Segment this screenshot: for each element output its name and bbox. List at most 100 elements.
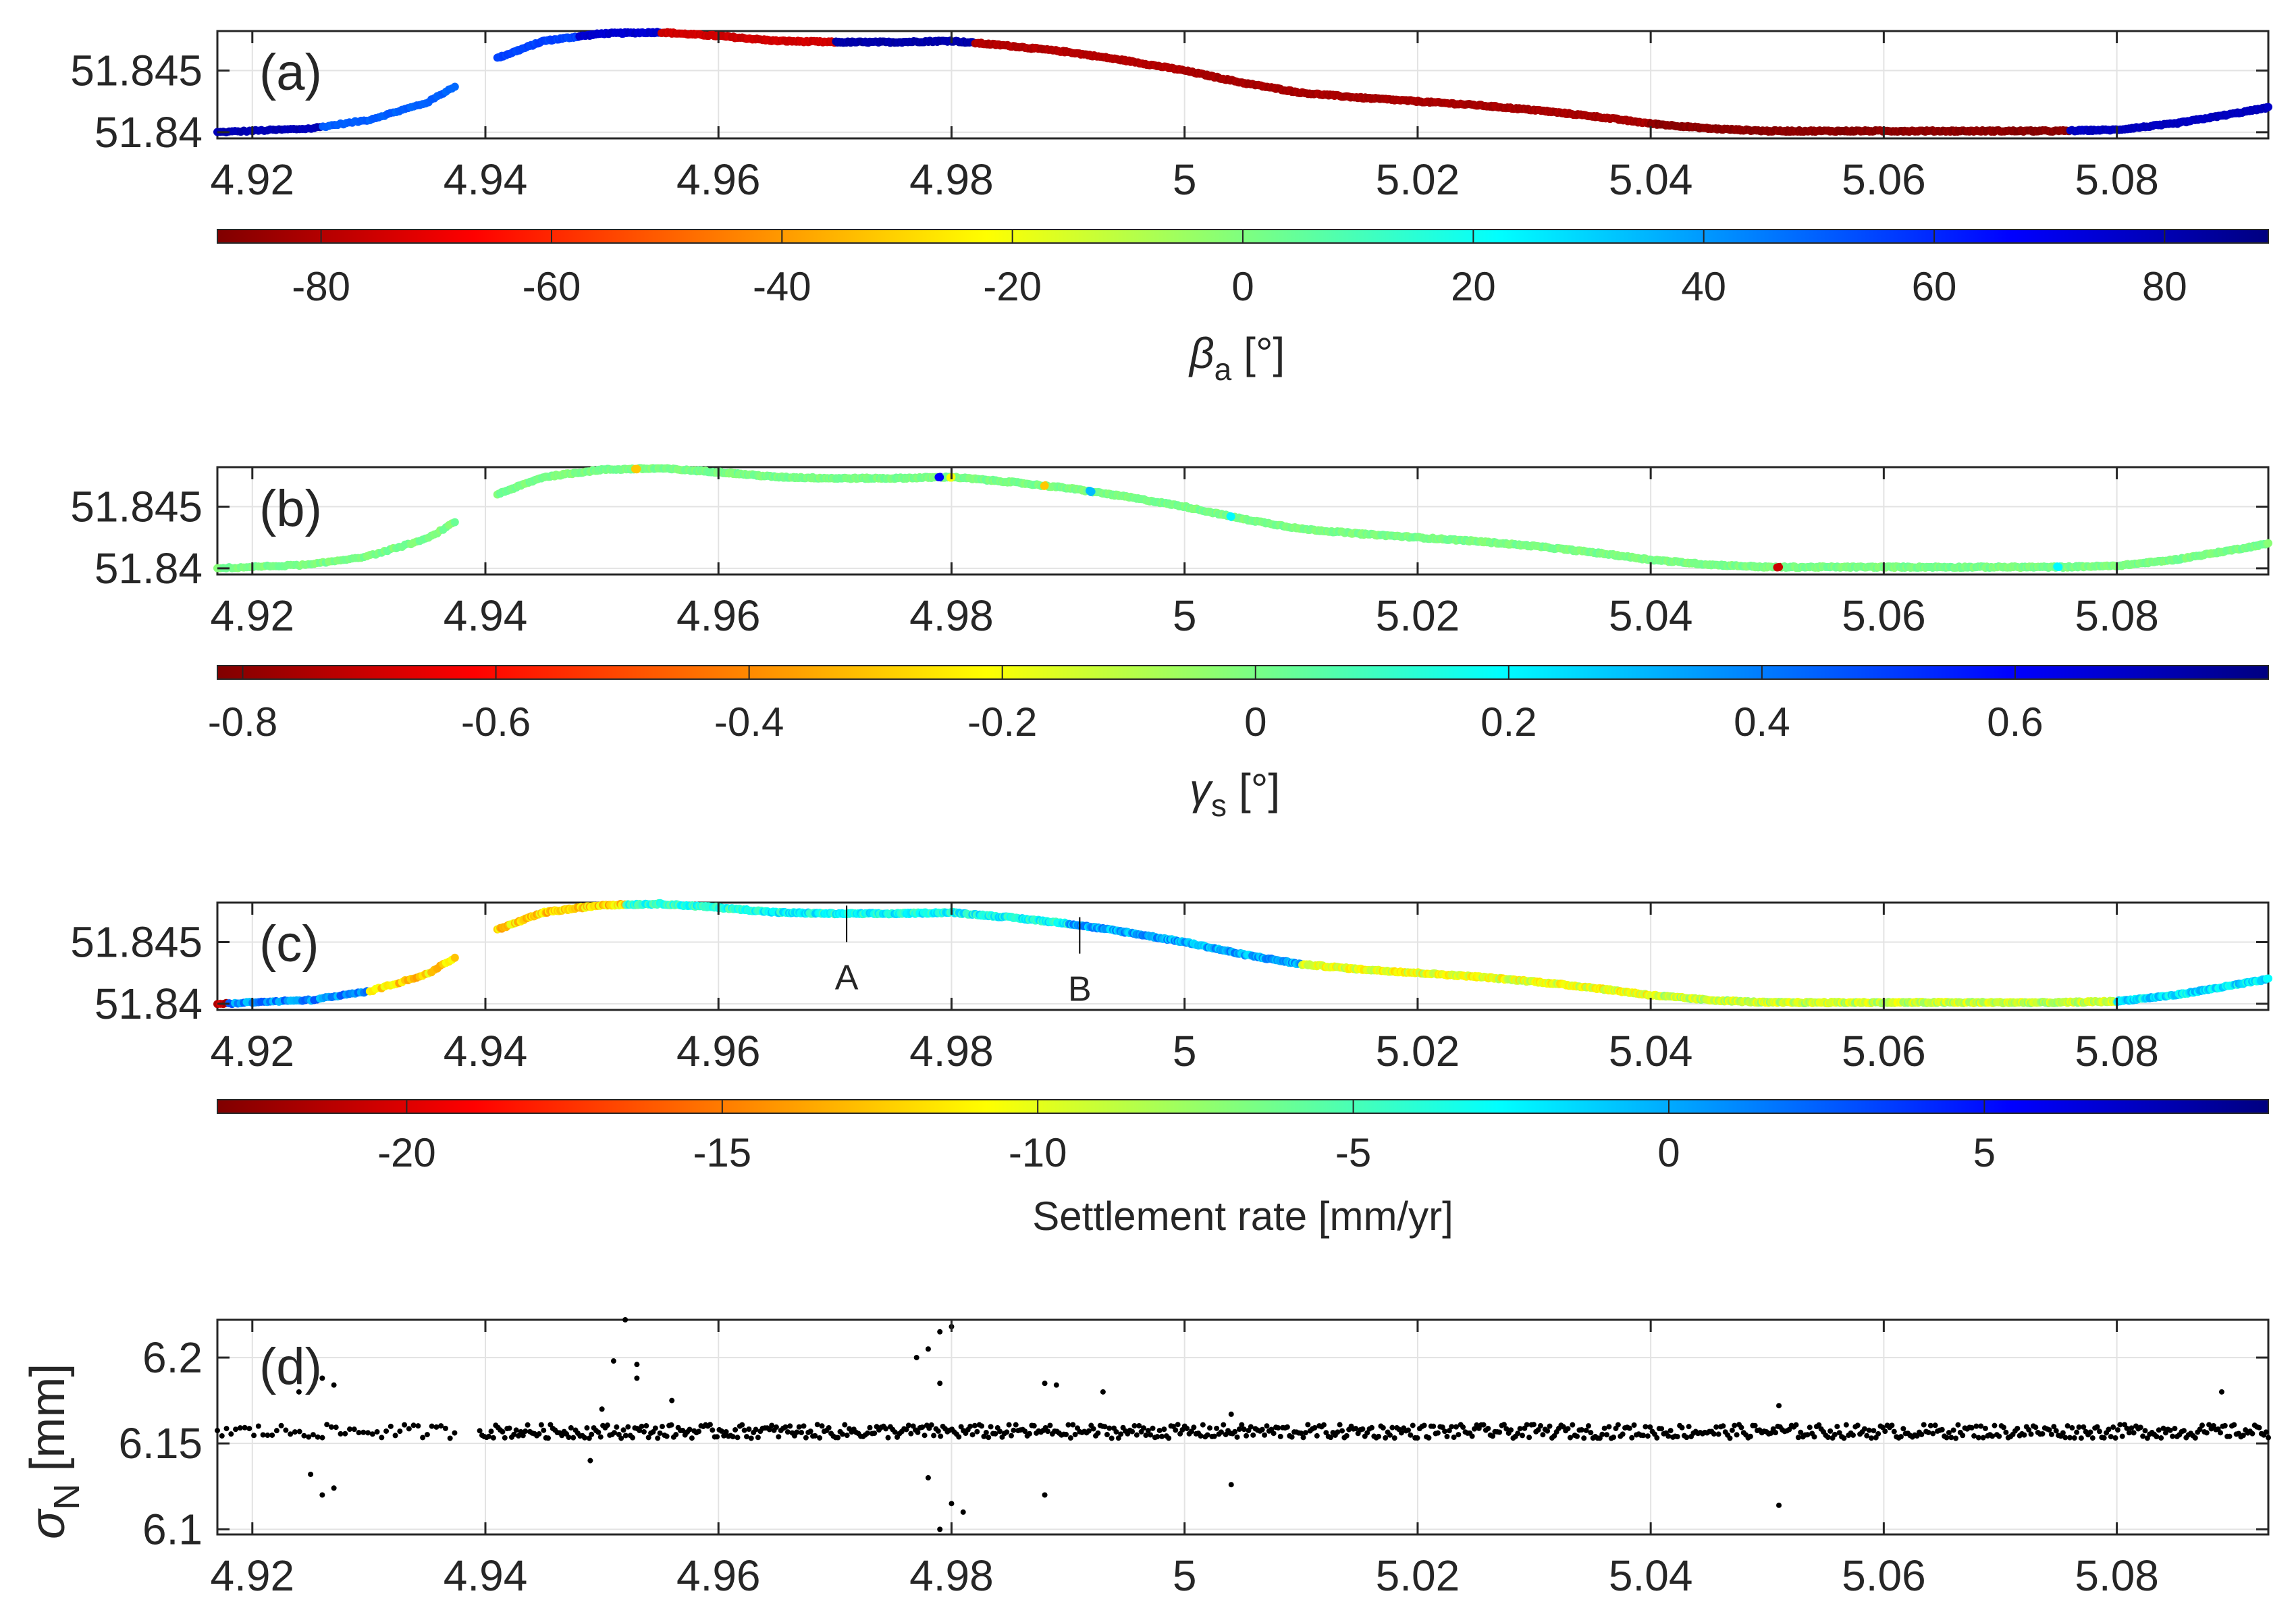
panel-d-outlier-point: [622, 1317, 629, 1322]
panel-d-point: [1729, 1427, 1735, 1433]
panel-d-point: [283, 1427, 289, 1433]
panel-d-outlier-point: [1100, 1389, 1106, 1395]
panel-d-point: [1022, 1428, 1028, 1435]
panel-d-point: [568, 1425, 574, 1431]
panel-a-label: (a): [259, 44, 322, 101]
panel-d-point: [1950, 1427, 1956, 1433]
panel-a-point: [2264, 103, 2272, 111]
panel-d-point: [1939, 1426, 1945, 1433]
panel-d-point: [938, 1433, 944, 1439]
panel-d-point: [979, 1423, 985, 1429]
panel-d-point: [273, 1428, 279, 1434]
panel-d-point: [1262, 1432, 1268, 1438]
panel-d-outlier-point: [319, 1492, 325, 1498]
panel-d-point: [324, 1422, 330, 1428]
panel-d-point: [488, 1428, 494, 1435]
colorbar-a-tick-label: 40: [1681, 264, 1726, 309]
panel-d-point: [1485, 1425, 1491, 1431]
panel-d-point: [1747, 1433, 1753, 1439]
panel-d-point: [2101, 1435, 2107, 1441]
panel-d-point: [2048, 1431, 2054, 1437]
panel-d-point: [1143, 1433, 1149, 1439]
panel-b-point: [2264, 539, 2272, 547]
panel-d-point: [755, 1435, 761, 1441]
panel-d-point: [746, 1426, 752, 1433]
panel-d-point: [1095, 1430, 1101, 1436]
panel-a-xtick-label: 5.08: [2075, 155, 2159, 204]
panel-d-point: [1626, 1425, 1632, 1431]
panel-d-outlier-point: [1228, 1482, 1234, 1488]
panel-d-point: [2142, 1428, 2148, 1434]
panel-d-point: [986, 1435, 992, 1441]
panel-d-point: [1337, 1422, 1343, 1428]
colorbar-a-label-symbol: β: [1188, 329, 1214, 377]
panel-d-point: [1408, 1432, 1414, 1438]
panel-d-point: [839, 1431, 845, 1437]
panel-d-point: [710, 1427, 716, 1433]
panel-d-outlier-point: [937, 1526, 943, 1532]
panel-d-point: [2204, 1430, 2210, 1436]
panel-d-point: [2053, 1428, 2059, 1434]
panel-d-outlier-point: [308, 1471, 314, 1477]
colorbar-b-label: γs [°]: [1190, 765, 1280, 823]
panel-d-point: [315, 1434, 321, 1440]
panel-d-point: [433, 1424, 439, 1430]
panel-d-outlier-point: [925, 1346, 931, 1352]
colorbar-a-label-sub: a: [1214, 352, 1232, 387]
panel-d-point: [1161, 1426, 1167, 1433]
panel-d-point: [1953, 1435, 1959, 1441]
panel-d-point: [908, 1431, 914, 1437]
panel-d-point: [1314, 1433, 1320, 1439]
panel-d-point: [1133, 1432, 1140, 1438]
panel-d-point: [1805, 1432, 1811, 1438]
panel-d-point: [233, 1426, 239, 1433]
panel-d-outlier-point: [1053, 1382, 1059, 1388]
panel-d-point: [1519, 1433, 1525, 1439]
panel-d-point: [1752, 1422, 1758, 1428]
panel-a: (a) 4.92 4.94 4.96 4.98 5 5.02 5.04 5.06 5.08 51…: [70, 28, 2272, 387]
colorbar-b-tick-label: 0.6: [1987, 699, 2043, 745]
colorbar-c-tick-label: 5: [1973, 1130, 1996, 1175]
panel-b-outlier-point: [1040, 481, 1049, 490]
panel-d-point: [333, 1424, 339, 1431]
panel-d-point: [885, 1435, 891, 1441]
colorbar-b-label-sub: s: [1211, 788, 1227, 823]
panel-a-xtick-label: 5.02: [1376, 155, 1460, 204]
panel-d-outlier-point: [634, 1362, 640, 1368]
panel-d-point: [2218, 1430, 2224, 1436]
panel-d-point: [1871, 1428, 1877, 1434]
panel-d-point: [1031, 1423, 1037, 1429]
panel-d-point: [2181, 1428, 2187, 1434]
panel-c-xtick-label: 5.06: [1842, 1027, 1926, 1075]
panel-d-point: [424, 1432, 430, 1438]
panel-d-point: [1156, 1427, 1163, 1433]
panel-d-point: [2240, 1433, 2246, 1439]
panel-d-point: [1854, 1422, 1861, 1428]
panel-d-point: [844, 1433, 850, 1439]
panel-b-xtick-label: 4.96: [676, 591, 761, 640]
panel-a-xtick-label: 4.94: [444, 155, 528, 204]
panel-a-points: [213, 28, 2272, 137]
panel-d-point: [1406, 1427, 1411, 1433]
panel-d-point: [306, 1434, 312, 1440]
colorbar-a-tick-label: 60: [1912, 264, 1957, 309]
panel-d-point: [1843, 1422, 1849, 1428]
panel-d-point: [787, 1423, 793, 1429]
panel-d-point: [872, 1431, 878, 1437]
panel-d-point: [410, 1422, 417, 1428]
panel-d-point: [1611, 1435, 1617, 1441]
panel-d-point: [2028, 1431, 2034, 1437]
panel-d-point: [1271, 1431, 1277, 1437]
colorbar-a-label-unit: [°]: [1244, 329, 1285, 377]
panel-d-point: [1811, 1434, 1817, 1440]
panel-d-point: [1383, 1435, 1389, 1441]
panel-b-points: [213, 464, 2272, 572]
panel-d-point: [406, 1426, 412, 1432]
panel-d-point: [490, 1435, 496, 1441]
panel-d-point: [1889, 1422, 1895, 1428]
colorbar-c-tick-label: -15: [693, 1130, 751, 1175]
panel-d-point: [614, 1424, 620, 1430]
panel-b: (b) 4.92 4.94 4.96 4.98 5 5.02 5.04 5.06 5.08 51…: [70, 464, 2272, 823]
panel-d-point: [1996, 1433, 2002, 1439]
